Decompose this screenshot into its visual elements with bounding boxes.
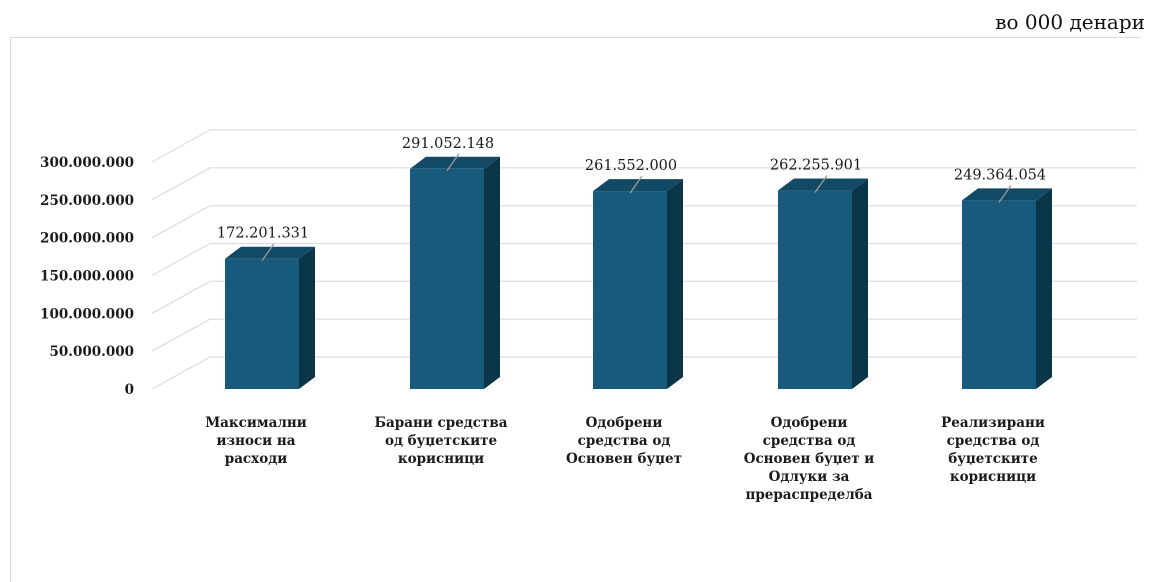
bar-top — [593, 179, 683, 192]
category-label: Одобрени средства од Основен буџет и Одлуки… — [744, 415, 875, 503]
data-label-leader — [261, 243, 275, 262]
category-label: Одобрени средства од Основен буџет — [566, 415, 682, 467]
data-label-leader — [814, 175, 828, 193]
bar-top — [410, 156, 500, 169]
bar-side — [484, 156, 500, 389]
data-label-leader — [998, 184, 1012, 203]
bar-top — [225, 246, 315, 259]
bar — [962, 200, 1036, 389]
data-label: 249.364.054 — [954, 167, 1046, 183]
gridline-diagonal — [151, 167, 211, 201]
y-tick-label: 300.000.000 — [40, 155, 134, 171]
bar — [410, 168, 484, 389]
y-tick-label: 0 — [125, 382, 134, 398]
y-tick-label: 100.000.000 — [40, 306, 134, 322]
y-tick-label: 50.000.000 — [49, 344, 134, 360]
data-label: 261.552.000 — [585, 158, 677, 174]
category-label: Максимални износи на расходи — [205, 415, 307, 467]
data-label-leader — [446, 153, 460, 172]
bar — [225, 258, 299, 389]
category-label: Барани средства од буџетските корисници — [374, 415, 507, 467]
y-tick-label: 250.000.000 — [40, 193, 134, 209]
bar-top — [962, 188, 1052, 201]
bar-side — [667, 179, 683, 389]
data-label: 262.255.901 — [770, 158, 862, 174]
gridline-diagonal — [151, 356, 211, 390]
y-tick-label: 200.000.000 — [40, 231, 134, 247]
bar-side — [852, 178, 868, 389]
bar — [778, 190, 852, 389]
data-label: 172.201.331 — [217, 226, 309, 242]
y-tick-label: 150.000.000 — [40, 269, 134, 285]
gridline-diagonal — [151, 280, 211, 314]
data-label-leader — [629, 175, 643, 194]
data-label: 291.052.148 — [402, 136, 494, 152]
bar-side — [1036, 188, 1052, 389]
bar-side — [299, 246, 315, 389]
gridline-diagonal — [151, 242, 211, 277]
category-label: Реализирани средства од буџетските корисниц… — [941, 415, 1045, 485]
gridline-diagonal — [151, 205, 211, 239]
unit-note: во 000 денари — [995, 10, 1145, 34]
bar — [593, 191, 667, 389]
gridline-diagonal — [151, 129, 211, 163]
gridline-diagonal — [151, 318, 211, 352]
chart-frame — [10, 37, 1140, 582]
bar-top — [778, 178, 868, 191]
